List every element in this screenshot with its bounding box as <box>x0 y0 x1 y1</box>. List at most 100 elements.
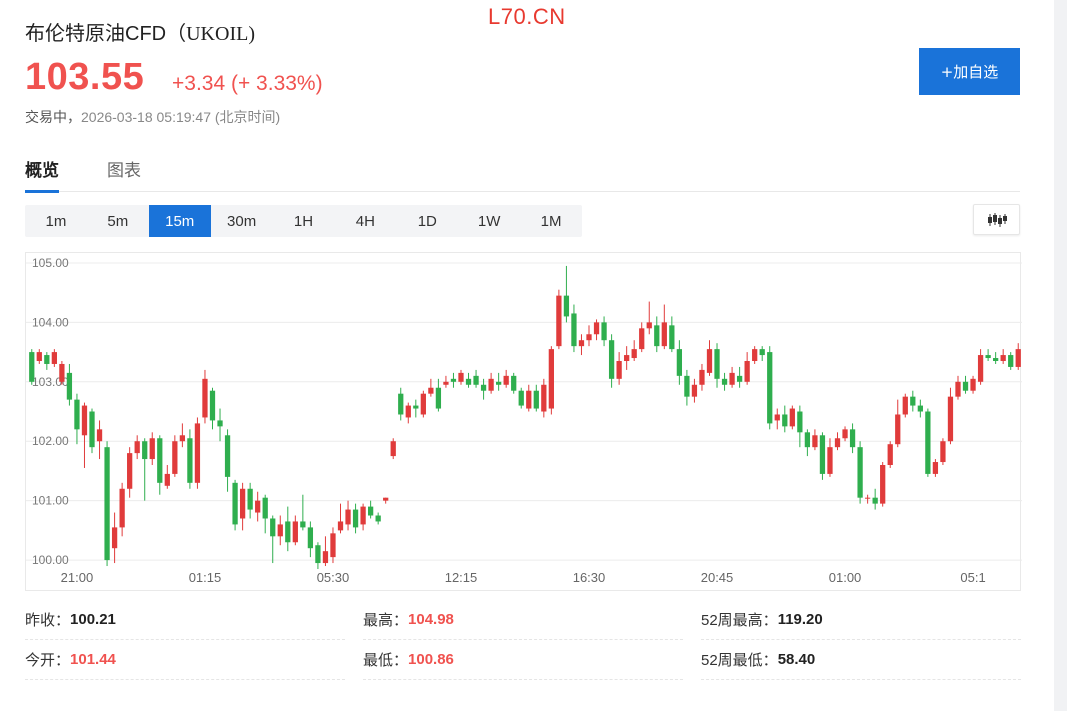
candle-body <box>352 509 359 528</box>
candle-body <box>134 441 140 454</box>
candle-body <box>209 390 216 421</box>
candle-body <box>217 420 223 427</box>
candle-body <box>277 524 283 537</box>
candle-body <box>947 396 954 442</box>
candle-body <box>925 411 931 474</box>
candle-body <box>616 361 622 379</box>
candle-body <box>360 506 366 525</box>
candle-body <box>51 352 57 364</box>
timezone-label: (北京时间) <box>214 109 281 125</box>
candle-body <box>488 378 494 391</box>
period-1h[interactable]: 1H <box>293 212 314 230</box>
tab-overview[interactable]: 概览 <box>25 156 59 193</box>
candle-body <box>255 500 261 513</box>
candle-body <box>1015 349 1021 367</box>
candle-body <box>398 393 404 415</box>
candle-body <box>405 405 411 418</box>
candle-body <box>465 378 472 385</box>
period-5m[interactable]: 5m <box>107 212 129 230</box>
stat-label: 今开： <box>25 652 71 669</box>
chart-canvas: 105.00104.00103.00102.00101.00100.0021:0… <box>26 256 1022 585</box>
add-to-watchlist-button[interactable]: +加自选 <box>919 48 1020 95</box>
stat-low: 最低： 100.86 <box>363 640 683 680</box>
stat-value: 104.98 <box>408 611 454 628</box>
period-1w[interactable]: 1W <box>477 212 501 230</box>
candle-body <box>413 405 419 409</box>
candle-body <box>917 405 923 412</box>
candle-body <box>1000 355 1006 361</box>
stat-value: 58.40 <box>777 651 816 668</box>
x-tick-label: 16:30 <box>573 570 606 585</box>
stat-label: 52周最低： <box>701 652 778 669</box>
candle-body <box>270 518 276 537</box>
candle-body <box>420 393 426 415</box>
candle-body <box>111 527 118 549</box>
period-15m[interactable]: 15m <box>148 205 211 237</box>
y-tick-label: 100.00 <box>32 553 69 567</box>
candle-body <box>639 328 645 350</box>
candle-body <box>767 352 773 424</box>
candle-body <box>586 334 592 341</box>
y-tick-label: 101.00 <box>32 494 69 508</box>
candle-body <box>571 313 577 347</box>
candle-body <box>962 381 969 391</box>
candle-body <box>164 473 170 486</box>
candle-body <box>157 438 163 483</box>
candle-body <box>812 435 818 448</box>
last-price: 103.55 <box>25 56 145 98</box>
candle-body <box>315 545 321 564</box>
candlestick-chart[interactable]: 105.00 104.00 103.00 102.00 101.00 100.00 21:0… <box>25 252 1022 591</box>
candle-body <box>669 325 675 350</box>
candle-body <box>684 375 690 397</box>
period-1d[interactable]: 1D <box>417 212 437 230</box>
candle-body <box>556 295 562 347</box>
candle-body <box>142 441 148 460</box>
stat-52w-high: 52周最高： 119.20 <box>701 600 1021 640</box>
period-1mo[interactable]: 1M <box>540 212 562 230</box>
view-tabs: 概览 图表 <box>25 152 1020 193</box>
candle-body <box>699 369 705 385</box>
candle-body <box>526 390 532 409</box>
candle-body <box>202 378 208 418</box>
candle-body <box>390 441 396 457</box>
x-tick-label: 21:00 <box>61 570 94 585</box>
candle-body <box>691 384 698 397</box>
candle-body <box>977 355 984 382</box>
candle-body <box>375 515 381 522</box>
candle-body <box>232 482 238 525</box>
x-tick-label: 12:15 <box>445 570 478 585</box>
stat-open: 今开： 101.44 <box>25 640 345 680</box>
stat-value: 119.20 <box>777 611 823 628</box>
candle-body <box>729 372 735 385</box>
candle-body <box>955 381 961 397</box>
candle-body <box>661 322 667 347</box>
candle-body <box>752 349 758 361</box>
y-tick-label: 102.00 <box>32 434 69 448</box>
candle-body <box>345 509 351 525</box>
candle-body <box>804 432 811 448</box>
x-tick-label: 20:45 <box>701 570 734 585</box>
trading-status: 交易中，2026-03-18 05:19:47 (北京时间) <box>25 107 280 127</box>
candle-body <box>993 358 999 361</box>
chart-type-toggle[interactable] <box>973 204 1020 235</box>
page-scrollbar-track[interactable] <box>1054 0 1067 711</box>
candle-body <box>496 381 502 385</box>
period-1m[interactable]: 1m <box>45 212 67 230</box>
candle-body <box>970 378 976 391</box>
y-tick-label: 104.00 <box>32 315 69 329</box>
period-4h[interactable]: 4H <box>355 212 375 230</box>
candle-body <box>654 325 660 347</box>
candle-body <box>443 381 449 385</box>
candle-body <box>89 411 95 448</box>
candle-body <box>66 372 73 400</box>
period-30m[interactable]: 30m <box>227 212 257 230</box>
candle-body <box>104 447 110 561</box>
candle-body <box>714 349 720 379</box>
x-tick-label: 01:15 <box>189 570 222 585</box>
stat-value: 101.44 <box>70 651 116 668</box>
tab-chart[interactable]: 图表 <box>107 161 141 180</box>
stat-label: 昨收： <box>25 612 71 629</box>
candle-body <box>81 405 88 436</box>
stat-label: 最高： <box>363 612 409 629</box>
candle-body <box>1008 355 1014 367</box>
